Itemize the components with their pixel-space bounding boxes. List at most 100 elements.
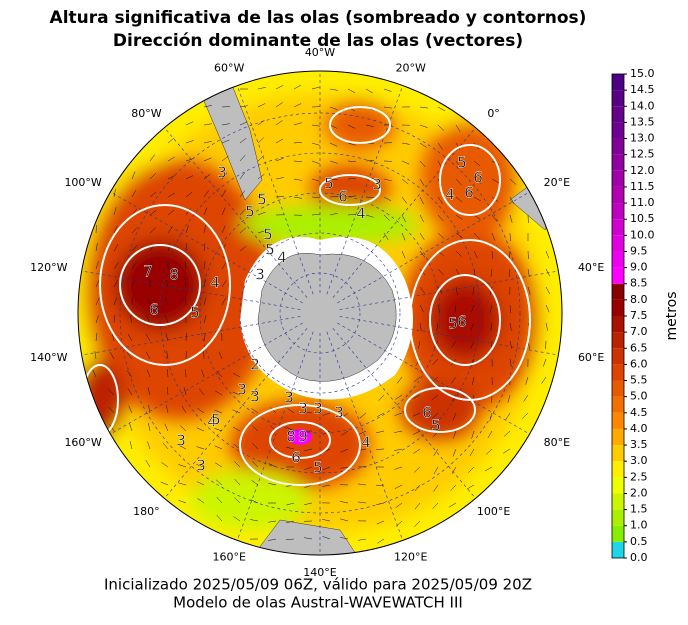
longitude-label: 160°W [64,436,101,449]
colorbar-segment [612,90,624,106]
colorbar-tick-label: 3.0 [630,454,648,467]
longitude-label: 40°W [305,46,335,59]
colorbar-tick-label: 6.0 [630,357,648,370]
contour-label: 3 [284,389,294,407]
colorbar-segment [612,348,624,364]
longitude-label: 100°E [477,505,510,518]
contour-label: 4 [361,434,371,452]
colorbar-segment [612,510,624,526]
longitude-label: 40°E [578,261,604,274]
colorbar-tick-label: 5.5 [630,374,648,387]
longitude-label: 60°W [214,62,244,75]
longitude-label: 180° [133,505,160,518]
longitude-label: 60°E [578,351,604,364]
colorbar-tick-label: 7.5 [630,309,648,322]
contour-label: 6 [338,188,348,206]
colorbar-segment [612,187,624,203]
longitude-label: 20°W [396,62,426,75]
colorbar-segment [612,122,624,138]
colorbar-segment [612,526,624,542]
colorbar-tick-label: 2.5 [630,470,648,483]
colorbar-segment [612,106,624,122]
contour-label: 4 [277,249,287,267]
colorbar-tick-label: 13.0 [630,132,655,145]
contour-label: 5 [211,411,221,429]
colorbar-tick-label: 1.0 [630,519,648,532]
contour-label: 3 [196,457,206,475]
longitude-label: 160°E [213,550,246,563]
contour-label: 8 [286,428,296,446]
contour-label: 5 [265,241,275,259]
longitude-label: 0° [487,107,500,120]
colorbar-segment [612,74,624,90]
contour-label: 5 [190,304,200,322]
contour-label: 5 [313,459,323,477]
contour-label: 3 [298,400,308,418]
title: Altura significativa de las olas (sombre… [50,8,587,28]
colorbar-segment [612,268,624,284]
colorbar-segment [612,251,624,267]
contour-label: 5 [431,417,441,435]
colorbar-tick-label: 6.5 [630,341,648,354]
contour-label: 3 [217,164,227,182]
contour-label: 6 [464,184,474,202]
colorbar-tick-label: 4.0 [630,422,648,435]
contour-label: 6 [149,301,159,319]
colorbar-tick-label: 8.5 [630,277,648,290]
colorbar-segment [612,284,624,300]
contour-label: 3 [334,404,344,422]
colorbar-segment [612,155,624,171]
colorbar-segment [612,413,624,429]
colorbar-segment [612,235,624,251]
longitude-label: 80°W [131,107,161,120]
colorbar-tick-label: 10.5 [630,212,655,225]
colorbar-tick-label: 0.0 [630,551,648,564]
colorbar-tick-label: 0.5 [630,535,648,548]
longitude-label: 120°W [30,261,67,274]
colorbar-tick-label: 15.0 [630,67,655,80]
colorbar-segment [612,445,624,461]
longitude-label: 100°W [64,176,101,189]
contour-label: 3 [255,266,265,284]
colorbar-segment [612,542,624,558]
colorbar-tick-label: 9.0 [630,261,648,274]
contour-label: 5 [245,203,255,221]
colorbar-tick-label: 11.0 [630,196,655,209]
colorbar-tick-label: 12.5 [630,148,655,161]
longitude-label: 140°W [30,351,67,364]
contour-label: 3 [237,381,247,399]
colorbar-tick-label: 1.5 [630,503,648,516]
colorbar-tick-label: 11.5 [630,180,655,193]
longitude-label: 120°E [394,550,427,563]
colorbar-segment [612,364,624,380]
colorbar-tick-label: 3.5 [630,438,648,451]
contour-label: 4 [210,274,220,292]
contour-label: 3 [176,432,186,450]
colorbar-label: metros [664,291,680,340]
footer-line: Inicializado 2025/05/09 06Z, válido para… [104,576,532,594]
contour-label: 5 [457,154,467,172]
colorbar-segment [612,203,624,219]
contour-label: 6 [291,449,301,467]
colorbar-segment [612,397,624,413]
colorbar-segment [612,300,624,316]
longitude-label: 80°E [544,436,570,449]
colorbar-segment [612,381,624,397]
contour-label: 9 [298,428,308,446]
colorbar-segment [612,461,624,477]
colorbar-segment [612,316,624,332]
colorbar-segment [612,139,624,155]
contour-label: 5 [324,175,334,193]
colorbar-tick-label: 2.0 [630,486,648,499]
colorbar-segment [612,171,624,187]
colorbar-tick-label: 8.0 [630,293,648,306]
contour-label: 6 [457,313,467,331]
colorbar-tick-label: 5.0 [630,390,648,403]
colorbar-segment [612,493,624,509]
contour-label: 3 [372,176,382,194]
colorbar-tick-label: 14.0 [630,99,655,112]
colorbar-tick-label: 9.5 [630,244,648,257]
colorbar-segment [612,332,624,348]
contour-label: 4 [356,205,366,223]
